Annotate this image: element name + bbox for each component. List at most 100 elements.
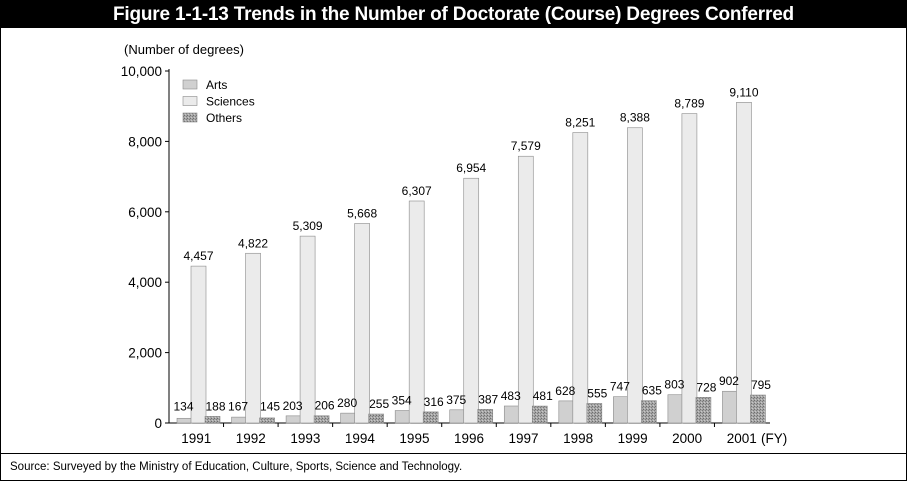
data-label-arts: 134 [173, 400, 193, 414]
data-label-sciences: 5,309 [293, 219, 323, 233]
y-tick-label: 8,000 [128, 134, 162, 149]
data-label-arts: 747 [610, 380, 630, 394]
legend-label-arts: Arts [206, 78, 227, 92]
bar-arts [449, 409, 466, 424]
legend-swatch-sciences [182, 96, 198, 106]
data-label-sciences: 8,388 [620, 111, 650, 125]
y-tick-label: 6,000 [128, 205, 162, 220]
bar-arts [558, 400, 575, 424]
bar-sciences [463, 177, 480, 424]
chart-area: (Number of degrees) 0 2,000 4,000 6,000 8,000… [1, 28, 906, 453]
data-label-others: 555 [587, 386, 607, 400]
bar-others [259, 417, 275, 424]
data-label-others: 188 [205, 399, 225, 413]
bar-others [204, 416, 221, 424]
x-tick-label: 1999 [618, 431, 648, 446]
bar-sciences [681, 113, 698, 424]
bar-others [422, 411, 439, 424]
data-label-arts: 483 [501, 389, 521, 403]
bar-others [477, 409, 494, 424]
bar-sciences [627, 127, 643, 424]
data-label-sciences: 7,579 [511, 139, 541, 153]
x-axis-unit: (FY) [761, 431, 787, 446]
x-tick-label: 1992 [236, 431, 266, 446]
bar-others [695, 397, 712, 424]
y-tick-label: 2,000 [128, 346, 162, 361]
bar-others [531, 405, 548, 424]
bars [176, 102, 766, 424]
bar-arts [231, 416, 247, 424]
data-label-arts: 628 [555, 384, 575, 398]
x-tick-label: 1998 [563, 431, 593, 446]
x-tick-label: 1997 [509, 431, 539, 446]
data-label-others: 316 [424, 395, 444, 409]
data-label-sciences: 5,668 [347, 206, 377, 220]
data-label-arts: 280 [337, 396, 357, 410]
data-label-arts: 902 [719, 374, 739, 388]
bar-sciences [354, 223, 370, 424]
bar-sciences [572, 132, 589, 424]
legend-swatch-arts [182, 79, 198, 90]
data-label-others: 145 [260, 400, 280, 414]
figure-title: Figure 1-1-13 Trends in the Number of Do… [1, 1, 906, 28]
data-label-sciences: 6,307 [402, 184, 432, 198]
x-tick-label: 1995 [399, 431, 429, 446]
bar-arts [176, 417, 193, 424]
bar-sciences [299, 235, 316, 424]
source-note: Source: Surveyed by the Ministry of Educ… [1, 453, 906, 480]
data-label-others: 206 [315, 399, 335, 413]
bar-others [641, 400, 657, 424]
y-axis-title: (Number of degrees) [124, 42, 244, 57]
data-label-others: 481 [533, 389, 553, 403]
data-label-arts: 354 [392, 394, 412, 408]
y-tick-label: 0 [154, 416, 162, 431]
data-label-sciences: 4,822 [238, 236, 268, 250]
bar-others [313, 415, 330, 424]
data-label-arts: 803 [664, 378, 684, 392]
bar-chart: (Number of degrees) 0 2,000 4,000 6,000 8,000… [121, 42, 788, 446]
legend-swatch-others [182, 112, 198, 123]
bar-arts [613, 396, 629, 424]
x-tick-label: 1991 [181, 431, 211, 446]
x-tick-label: 1996 [454, 431, 484, 446]
data-label-sciences: 4,457 [183, 249, 213, 263]
bar-others [750, 394, 766, 424]
data-label-others: 387 [478, 392, 498, 406]
bar-sciences [190, 265, 207, 424]
bar-arts [667, 394, 684, 424]
x-tick-label: 2000 [672, 431, 702, 446]
axes: (Number of degrees) 0 2,000 4,000 6,000 8,000… [121, 42, 788, 446]
y-tick-label: 10,000 [121, 64, 162, 79]
data-labels: 134 167 203 280 354 375 483 628 747 803 902 4,457 4,… [173, 85, 771, 413]
bar-sciences [408, 200, 425, 424]
data-label-sciences: 6,954 [456, 161, 486, 175]
legend-label-others: Others [206, 111, 242, 125]
bar-arts [285, 415, 302, 424]
y-tick-label: 4,000 [128, 275, 162, 290]
data-label-arts: 375 [446, 393, 466, 407]
data-label-sciences: 9,110 [729, 85, 758, 99]
bar-others [368, 413, 384, 424]
legend: Arts Sciences Others [182, 78, 255, 125]
data-label-others: 635 [642, 384, 662, 398]
data-label-others: 728 [696, 380, 716, 394]
bar-arts [503, 405, 520, 424]
data-label-sciences: 8,251 [565, 116, 595, 130]
data-label-others: 795 [751, 378, 771, 392]
x-tick-label: 1994 [345, 431, 376, 446]
data-label-sciences: 8,789 [674, 97, 704, 111]
bar-sciences [736, 102, 752, 424]
x-tick-label: 2001 [727, 431, 757, 446]
bar-arts [722, 390, 738, 424]
bar-arts [340, 412, 356, 424]
bar-arts [394, 410, 411, 424]
bar-sciences [245, 252, 261, 424]
bar-sciences [517, 155, 534, 424]
data-label-others: 255 [369, 397, 389, 411]
legend-label-sciences: Sciences [206, 95, 255, 109]
data-label-arts: 203 [283, 399, 303, 413]
data-label-arts: 167 [228, 400, 248, 414]
x-tick-label: 1993 [290, 431, 320, 446]
bar-others [586, 403, 603, 424]
